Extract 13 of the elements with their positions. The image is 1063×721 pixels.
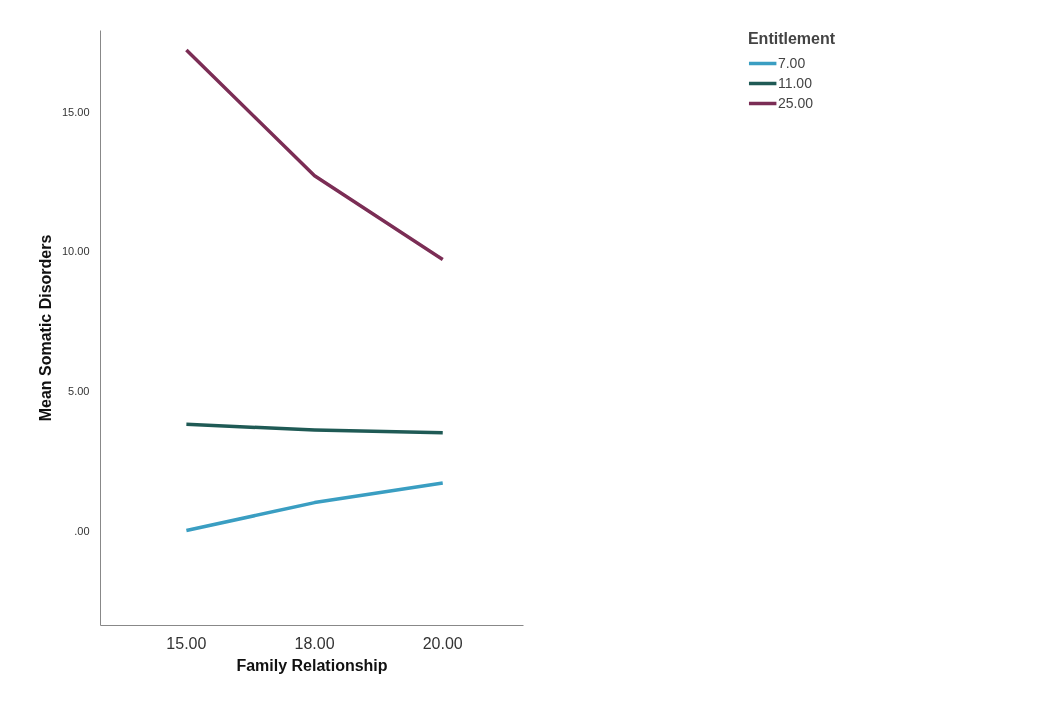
y-tick-label: 10.00: [61, 245, 90, 258]
x-tick-label: 15.00: [166, 634, 207, 652]
legend-label: 7.00: [777, 55, 806, 71]
y-axis-title: Mean Somatic Disorders: [36, 234, 54, 422]
legend-label: 11.00: [777, 75, 812, 91]
legend-label: 25.00: [777, 95, 813, 111]
y-tick-label: .00: [74, 524, 90, 537]
x-tick-label: 20.00: [422, 634, 463, 652]
legend-title: Entitlement: [747, 30, 836, 48]
y-tick-label: 5.00: [68, 384, 90, 397]
x-axis-title: Family Relationship: [236, 656, 388, 674]
x-tick-label: 18.00: [294, 634, 335, 652]
y-tick-label: 15.00: [61, 105, 90, 118]
